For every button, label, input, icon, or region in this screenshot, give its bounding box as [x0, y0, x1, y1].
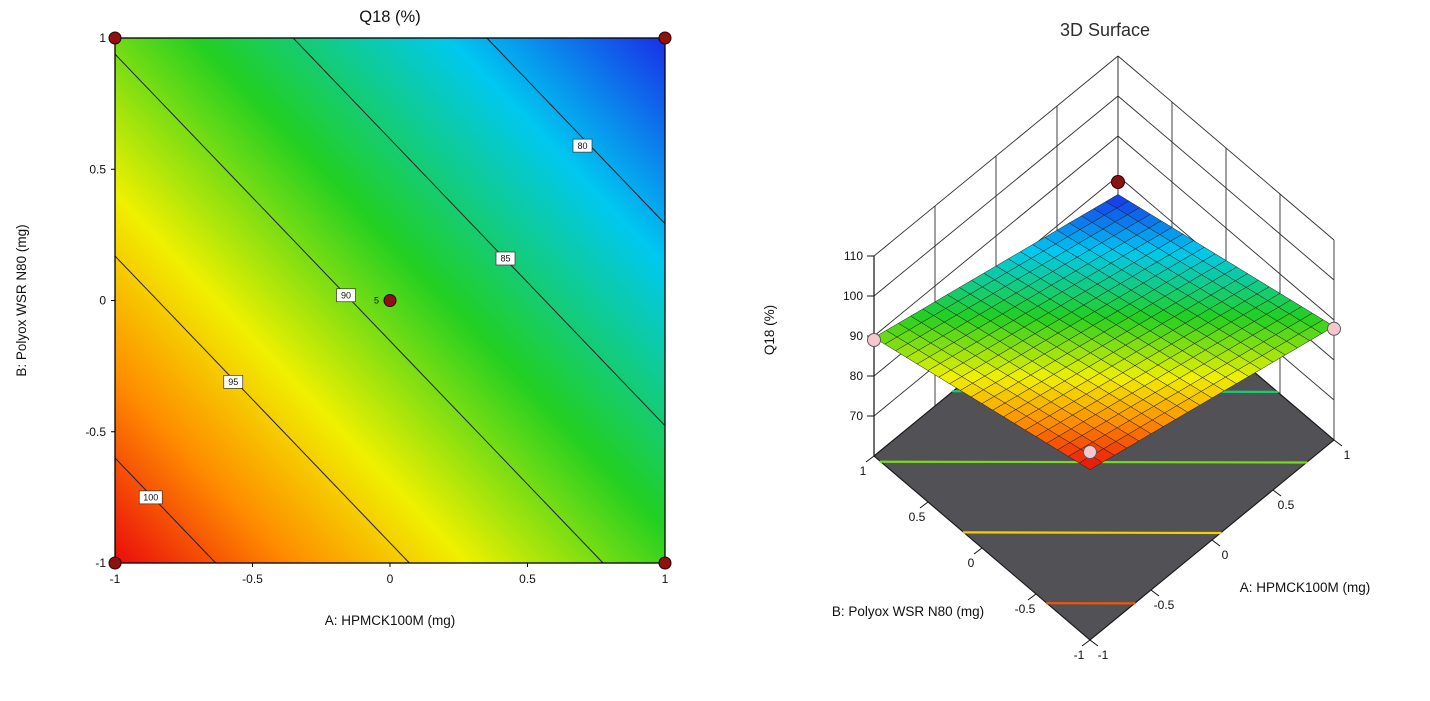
a-tick-label: 1: [1344, 448, 1351, 462]
a-tick: [1272, 489, 1282, 497]
contour-label-box: [138, 490, 163, 505]
x-tick-label: -0.5: [242, 572, 263, 586]
contour-label: 100: [143, 493, 158, 503]
contour-line-90: [114, 53, 604, 564]
design-point: [108, 31, 122, 45]
surface-3d-plot[interactable]: 70 80 90 100 110 1 0.5 0 -0.5 -1 -1 -0.5 0 0.5 1 Q18 (%…: [730, 0, 1430, 701]
b-tick: [865, 455, 875, 463]
z-tick-label: 90: [850, 329, 864, 343]
wall-grid-line: [873, 55, 1119, 257]
wall-grid-line: [1117, 95, 1335, 281]
z-tick-label: 70: [850, 409, 864, 423]
b-tick-label: 0: [968, 556, 975, 570]
a-tick: [1150, 589, 1160, 597]
b-tick: [1081, 639, 1091, 647]
contour-label-box: [572, 138, 593, 153]
a-tick-label: -0.5: [1154, 598, 1175, 612]
a-tick: [1333, 439, 1343, 447]
contour-label-box: [223, 375, 244, 389]
x-tick-label: -1: [110, 572, 121, 586]
b-tick-label: -0.5: [1015, 602, 1036, 616]
x-axis-title: A: HPMCK100M (mg): [325, 613, 456, 628]
y-axis-title: B: Polyox WSR N80 (mg): [14, 224, 29, 376]
a-tick-label: -1: [1098, 648, 1109, 662]
z-tick-label: 100: [843, 289, 863, 303]
contour-label-box: [495, 251, 516, 266]
x-tick-label: 0.5: [519, 572, 536, 586]
z-axis-title: Q18 (%): [762, 305, 777, 355]
contour-label: 90: [341, 290, 351, 300]
x-tick-label: 1: [662, 572, 669, 586]
z-tick-label: 110: [844, 249, 863, 263]
design-point: [658, 556, 672, 570]
contour-label: 80: [577, 141, 587, 151]
b-tick: [919, 501, 929, 509]
a-tick-label: 0.5: [1278, 498, 1295, 512]
design-point: [383, 294, 397, 307]
contour-label: 85: [500, 254, 510, 264]
design-point-3d: [1083, 445, 1097, 459]
b-tick-label: 0.5: [909, 510, 926, 524]
b-tick-label: 1: [860, 464, 867, 478]
y-tick-label: -0.5: [85, 425, 106, 439]
z-tick-label: 80: [850, 369, 864, 383]
a-tick: [1211, 539, 1221, 547]
contour-plot[interactable]: -1 -0.5 0 0.5 1 1 0.5 0 -0.5 -1 100 95 90 85 80 5 Q18 (%…: [0, 0, 700, 660]
contour-line-95: [114, 255, 410, 564]
contour-plot-title: Q18 (%): [359, 8, 420, 26]
wall-grid-line: [1117, 135, 1335, 321]
y-tick-label: 1: [99, 31, 106, 45]
b-axis-title: B: Polyox WSR N80 (mg): [832, 604, 984, 619]
y-tick-label: -1: [95, 556, 106, 570]
contour-line-100: [114, 457, 217, 564]
design-point-3d: [867, 333, 881, 347]
b-tick: [1027, 593, 1037, 601]
a-axis-title: A: HPMCK100M (mg): [1240, 580, 1371, 595]
contour-label: 95: [228, 377, 238, 387]
surface-plot-title: 3D Surface: [1060, 20, 1150, 40]
design-point: [108, 556, 122, 570]
a-tick-label: 0: [1222, 548, 1229, 562]
wall-grid-line: [1117, 55, 1335, 241]
design-point-3d: [1111, 175, 1125, 189]
wall-grid-line: [873, 95, 1119, 297]
b-tick-label: -1: [1074, 648, 1085, 662]
x-tick-label: 0: [387, 572, 394, 586]
b-tick: [973, 547, 983, 555]
y-tick-label: 0: [99, 294, 106, 308]
contour-line-85: [292, 37, 666, 427]
center-point-count: 5: [374, 296, 379, 306]
design-point: [658, 31, 672, 45]
y-tick-label: 0.5: [89, 162, 106, 176]
floor-contour-95: [962, 531, 1222, 535]
contour-line-80: [486, 37, 666, 225]
wall-grid-line: [873, 135, 1119, 337]
a-tick: [1089, 639, 1099, 647]
design-point-3d: [1327, 321, 1341, 336]
contour-label-box: [336, 288, 356, 303]
